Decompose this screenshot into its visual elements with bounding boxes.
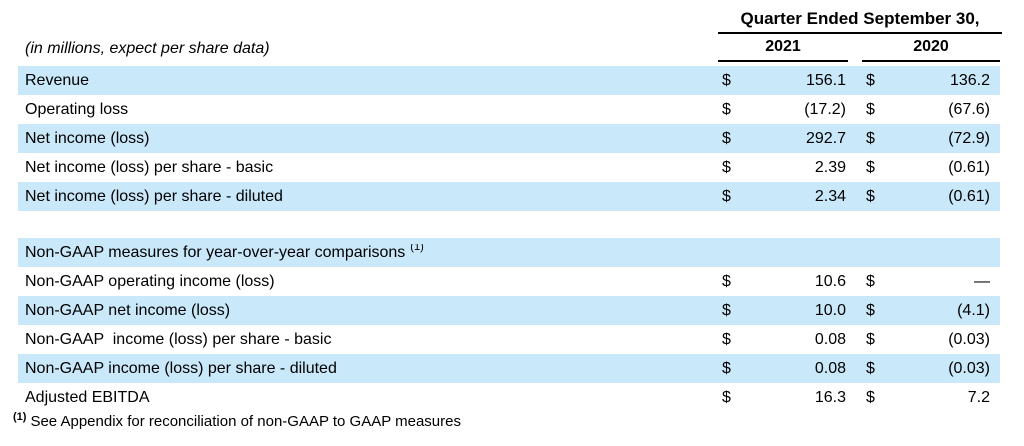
value-2020: (72.9) bbox=[948, 129, 990, 147]
row-label: Revenue bbox=[25, 71, 90, 89]
footnote-text: See Appendix for reconciliation of non-G… bbox=[30, 413, 461, 430]
row-label: Non-GAAP income (loss) per share - basic bbox=[25, 330, 332, 348]
dollar-sign: $ bbox=[722, 359, 731, 377]
dollar-sign: $ bbox=[866, 388, 875, 406]
table-row: Adjusted EBITDA $16.3 $7.2 bbox=[18, 383, 1000, 412]
table-body: Revenue $156.1 $136.2 Operating loss $ (17.2)… bbox=[18, 66, 1000, 412]
dollar-sign: $ bbox=[722, 272, 731, 290]
value-2021: 156.1 bbox=[805, 71, 846, 89]
table-row: Net income (loss) per share - basic $2.39… bbox=[18, 153, 1000, 182]
footnote-reference: (1) bbox=[410, 243, 424, 254]
value-2021: 0.08 bbox=[814, 330, 846, 348]
value-2020: 136.2 bbox=[949, 71, 990, 89]
value-2020: (0.03) bbox=[948, 359, 990, 377]
dollar-sign: $ bbox=[722, 71, 731, 89]
table-row: Non-GAAP operating income (loss) $10.6 $ — bbox=[18, 267, 1000, 296]
dollar-sign: $ bbox=[722, 100, 731, 118]
dollar-sign: $ bbox=[722, 330, 731, 348]
table-row: Net income (loss) per share - diluted $2.… bbox=[18, 182, 1000, 211]
year-column-header-2020: 2020 bbox=[862, 35, 1000, 62]
dollar-sign: $ bbox=[722, 388, 731, 406]
dollar-sign: $ bbox=[866, 301, 875, 319]
value-2020: 7.2 bbox=[967, 388, 990, 406]
value-2020: (67.6) bbox=[948, 100, 990, 118]
dollar-sign: $ bbox=[866, 129, 875, 147]
value-2021: 2.39 bbox=[814, 158, 846, 176]
row-label: Non-GAAP net income (loss) bbox=[25, 301, 231, 319]
table-header-quarter: Quarter Ended September 30, bbox=[718, 5, 1002, 34]
row-label: Non-GAAP operating income (loss) bbox=[25, 272, 275, 290]
value-2020: — bbox=[974, 272, 990, 290]
dollar-sign: $ bbox=[722, 301, 731, 319]
table-row: Non-GAAP income (loss) per share - dilut… bbox=[18, 354, 1000, 383]
dollar-sign: $ bbox=[866, 330, 875, 348]
value-2020: (4.1) bbox=[957, 301, 990, 319]
dollar-sign: $ bbox=[866, 187, 875, 205]
table-row: Non-GAAP income (loss) per share - basic… bbox=[18, 325, 1000, 354]
dollar-sign: $ bbox=[866, 71, 875, 89]
dollar-sign: $ bbox=[866, 272, 875, 290]
value-2020: (0.61) bbox=[948, 187, 990, 205]
dollar-sign: $ bbox=[722, 187, 731, 205]
value-2021: 10.6 bbox=[814, 272, 846, 290]
row-label: Net income (loss) per share - basic bbox=[25, 158, 274, 176]
value-2021: (17.2) bbox=[804, 100, 846, 118]
row-label: Net income (loss) bbox=[25, 129, 150, 147]
row-label: Non-GAAP measures for year-over-year com… bbox=[18, 244, 990, 262]
row-label: Non-GAAP income (loss) per share - dilut… bbox=[25, 359, 337, 377]
row-label: Adjusted EBITDA bbox=[25, 388, 150, 406]
value-2021: 292.7 bbox=[805, 129, 846, 147]
value-2021: 0.08 bbox=[814, 359, 846, 377]
table-row: Net income (loss) $292.7 $ (72.9) bbox=[18, 124, 1000, 153]
table-row: Non-GAAP net income (loss) $10.0 $ (4.1) bbox=[18, 296, 1000, 325]
dollar-sign: $ bbox=[866, 100, 875, 118]
dollar-sign: $ bbox=[866, 359, 875, 377]
table-row: Non-GAAP measures for year-over-year com… bbox=[18, 238, 1000, 267]
table-row: Operating loss $ (17.2) $ (67.6) bbox=[18, 95, 1000, 124]
spacer-row bbox=[18, 211, 1000, 238]
dollar-sign: $ bbox=[722, 158, 731, 176]
row-label: Operating loss bbox=[25, 100, 129, 118]
value-2020: (0.61) bbox=[948, 158, 990, 176]
row-label: Net income (loss) per share - diluted bbox=[25, 187, 283, 205]
value-2021: 10.0 bbox=[814, 301, 846, 319]
footnote: (1) See Appendix for reconciliation of no… bbox=[13, 411, 461, 433]
dollar-sign: $ bbox=[722, 129, 731, 147]
value-2020: (0.03) bbox=[948, 330, 990, 348]
value-2021: 2.34 bbox=[814, 187, 846, 205]
units-note: (in millions, expect per share data) bbox=[25, 40, 270, 57]
table-row: Revenue $156.1 $136.2 bbox=[18, 66, 1000, 95]
footnote-marker: (1) bbox=[13, 411, 27, 423]
value-2021: 16.3 bbox=[814, 388, 846, 406]
dollar-sign: $ bbox=[866, 158, 875, 176]
year-column-header-2021: 2021 bbox=[718, 35, 848, 62]
